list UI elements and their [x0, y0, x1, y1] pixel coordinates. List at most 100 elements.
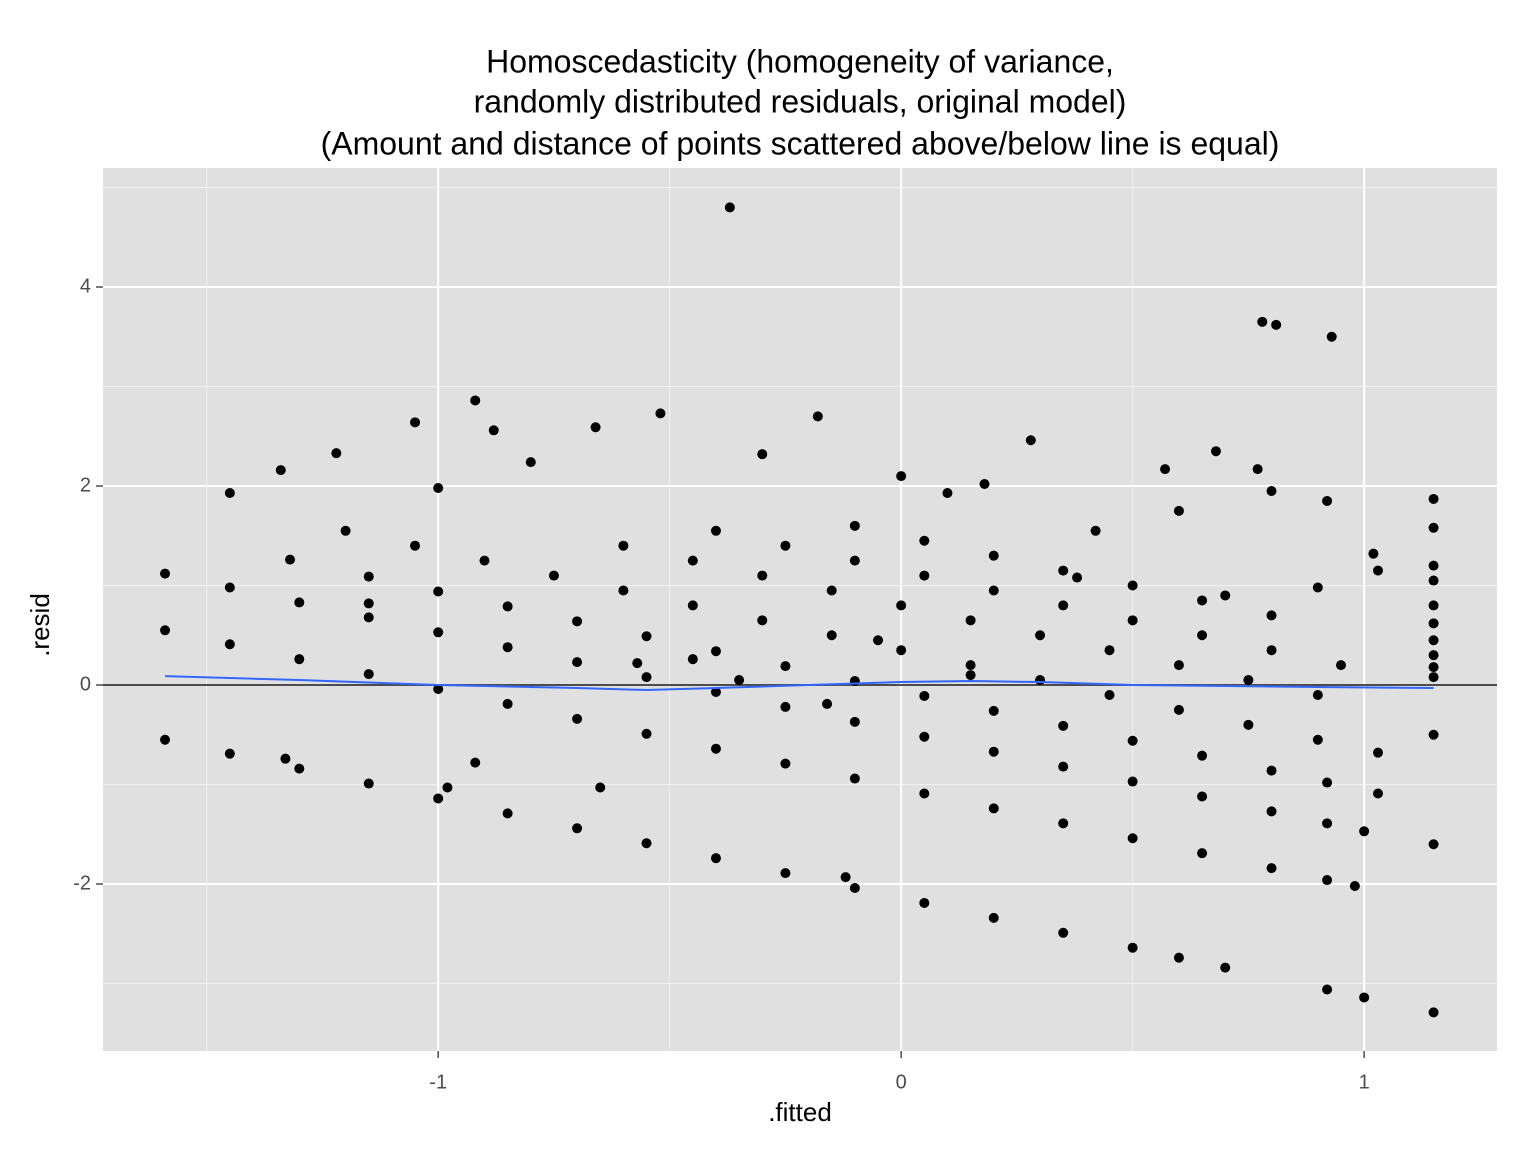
- point: [734, 675, 745, 686]
- point: [1428, 560, 1439, 571]
- point: [331, 448, 342, 459]
- point: [724, 202, 735, 213]
- point: [1072, 572, 1083, 583]
- point: [1127, 615, 1138, 626]
- point: [224, 748, 235, 759]
- point: [1058, 600, 1069, 611]
- point: [1243, 675, 1254, 686]
- point: [780, 701, 791, 712]
- point: [919, 535, 930, 546]
- point: [757, 615, 768, 626]
- point: [896, 471, 907, 482]
- point: [780, 661, 791, 672]
- point: [572, 713, 583, 724]
- point: [710, 646, 721, 657]
- point: [1428, 600, 1439, 611]
- point: [433, 793, 444, 804]
- point: [942, 487, 953, 498]
- point: [1373, 565, 1384, 576]
- point: [433, 586, 444, 597]
- point: [502, 601, 513, 612]
- point: [618, 540, 629, 551]
- point: [1428, 635, 1439, 646]
- point: [919, 788, 930, 799]
- x-tick-label: -1: [429, 1071, 447, 1093]
- point: [655, 408, 666, 419]
- point: [710, 525, 721, 536]
- point: [1266, 765, 1277, 776]
- point: [488, 425, 499, 436]
- point: [363, 598, 374, 609]
- point: [363, 669, 374, 680]
- point: [780, 540, 791, 551]
- point: [479, 555, 490, 566]
- point: [1197, 848, 1208, 859]
- y-tick-label: 4: [80, 275, 91, 297]
- point: [1173, 660, 1184, 671]
- point: [502, 698, 513, 709]
- y-tick-label: -2: [73, 872, 91, 894]
- point: [363, 612, 374, 623]
- point: [572, 823, 583, 834]
- point: [160, 734, 171, 745]
- point: [1058, 761, 1069, 772]
- point: [641, 631, 652, 642]
- point: [410, 540, 421, 551]
- point: [965, 660, 976, 671]
- point: [470, 757, 481, 768]
- point: [1368, 548, 1379, 559]
- point: [502, 808, 513, 819]
- point: [710, 686, 721, 697]
- point: [1428, 575, 1439, 586]
- point: [965, 615, 976, 626]
- plot-panel: [103, 168, 1497, 1051]
- point: [1210, 446, 1221, 457]
- point: [1428, 522, 1439, 533]
- point: [641, 672, 652, 683]
- point: [1173, 505, 1184, 516]
- point: [873, 635, 884, 646]
- point: [590, 422, 601, 433]
- smooth-line: [165, 675, 1434, 691]
- point: [433, 483, 444, 494]
- y-tick-label: 2: [80, 474, 91, 496]
- point: [433, 684, 444, 695]
- point: [1127, 833, 1138, 844]
- point: [849, 773, 860, 784]
- point: [1322, 777, 1333, 788]
- x-tick-label: 0: [896, 1071, 907, 1093]
- point: [632, 658, 643, 669]
- point: [1252, 464, 1263, 475]
- point: [548, 570, 559, 581]
- point: [1359, 992, 1370, 1003]
- point: [1197, 750, 1208, 761]
- point: [572, 616, 583, 627]
- point: [1322, 984, 1333, 995]
- chart-title: (Amount and distance of points scattered…: [321, 125, 1280, 161]
- point: [340, 525, 351, 536]
- point: [1312, 689, 1323, 700]
- point: [849, 520, 860, 531]
- point: [1349, 881, 1360, 892]
- point: [1127, 580, 1138, 591]
- point: [826, 630, 837, 641]
- point: [1104, 645, 1115, 656]
- point: [294, 763, 305, 774]
- point: [275, 465, 286, 476]
- point: [1127, 735, 1138, 746]
- point: [1090, 525, 1101, 536]
- point: [687, 600, 698, 611]
- point: [988, 550, 999, 561]
- point: [1257, 316, 1268, 327]
- point: [410, 417, 421, 428]
- point: [849, 883, 860, 894]
- point: [224, 639, 235, 650]
- point: [1373, 747, 1384, 758]
- point: [280, 753, 291, 764]
- point: [1428, 618, 1439, 629]
- point: [1266, 806, 1277, 817]
- point: [1271, 319, 1282, 330]
- point: [641, 838, 652, 849]
